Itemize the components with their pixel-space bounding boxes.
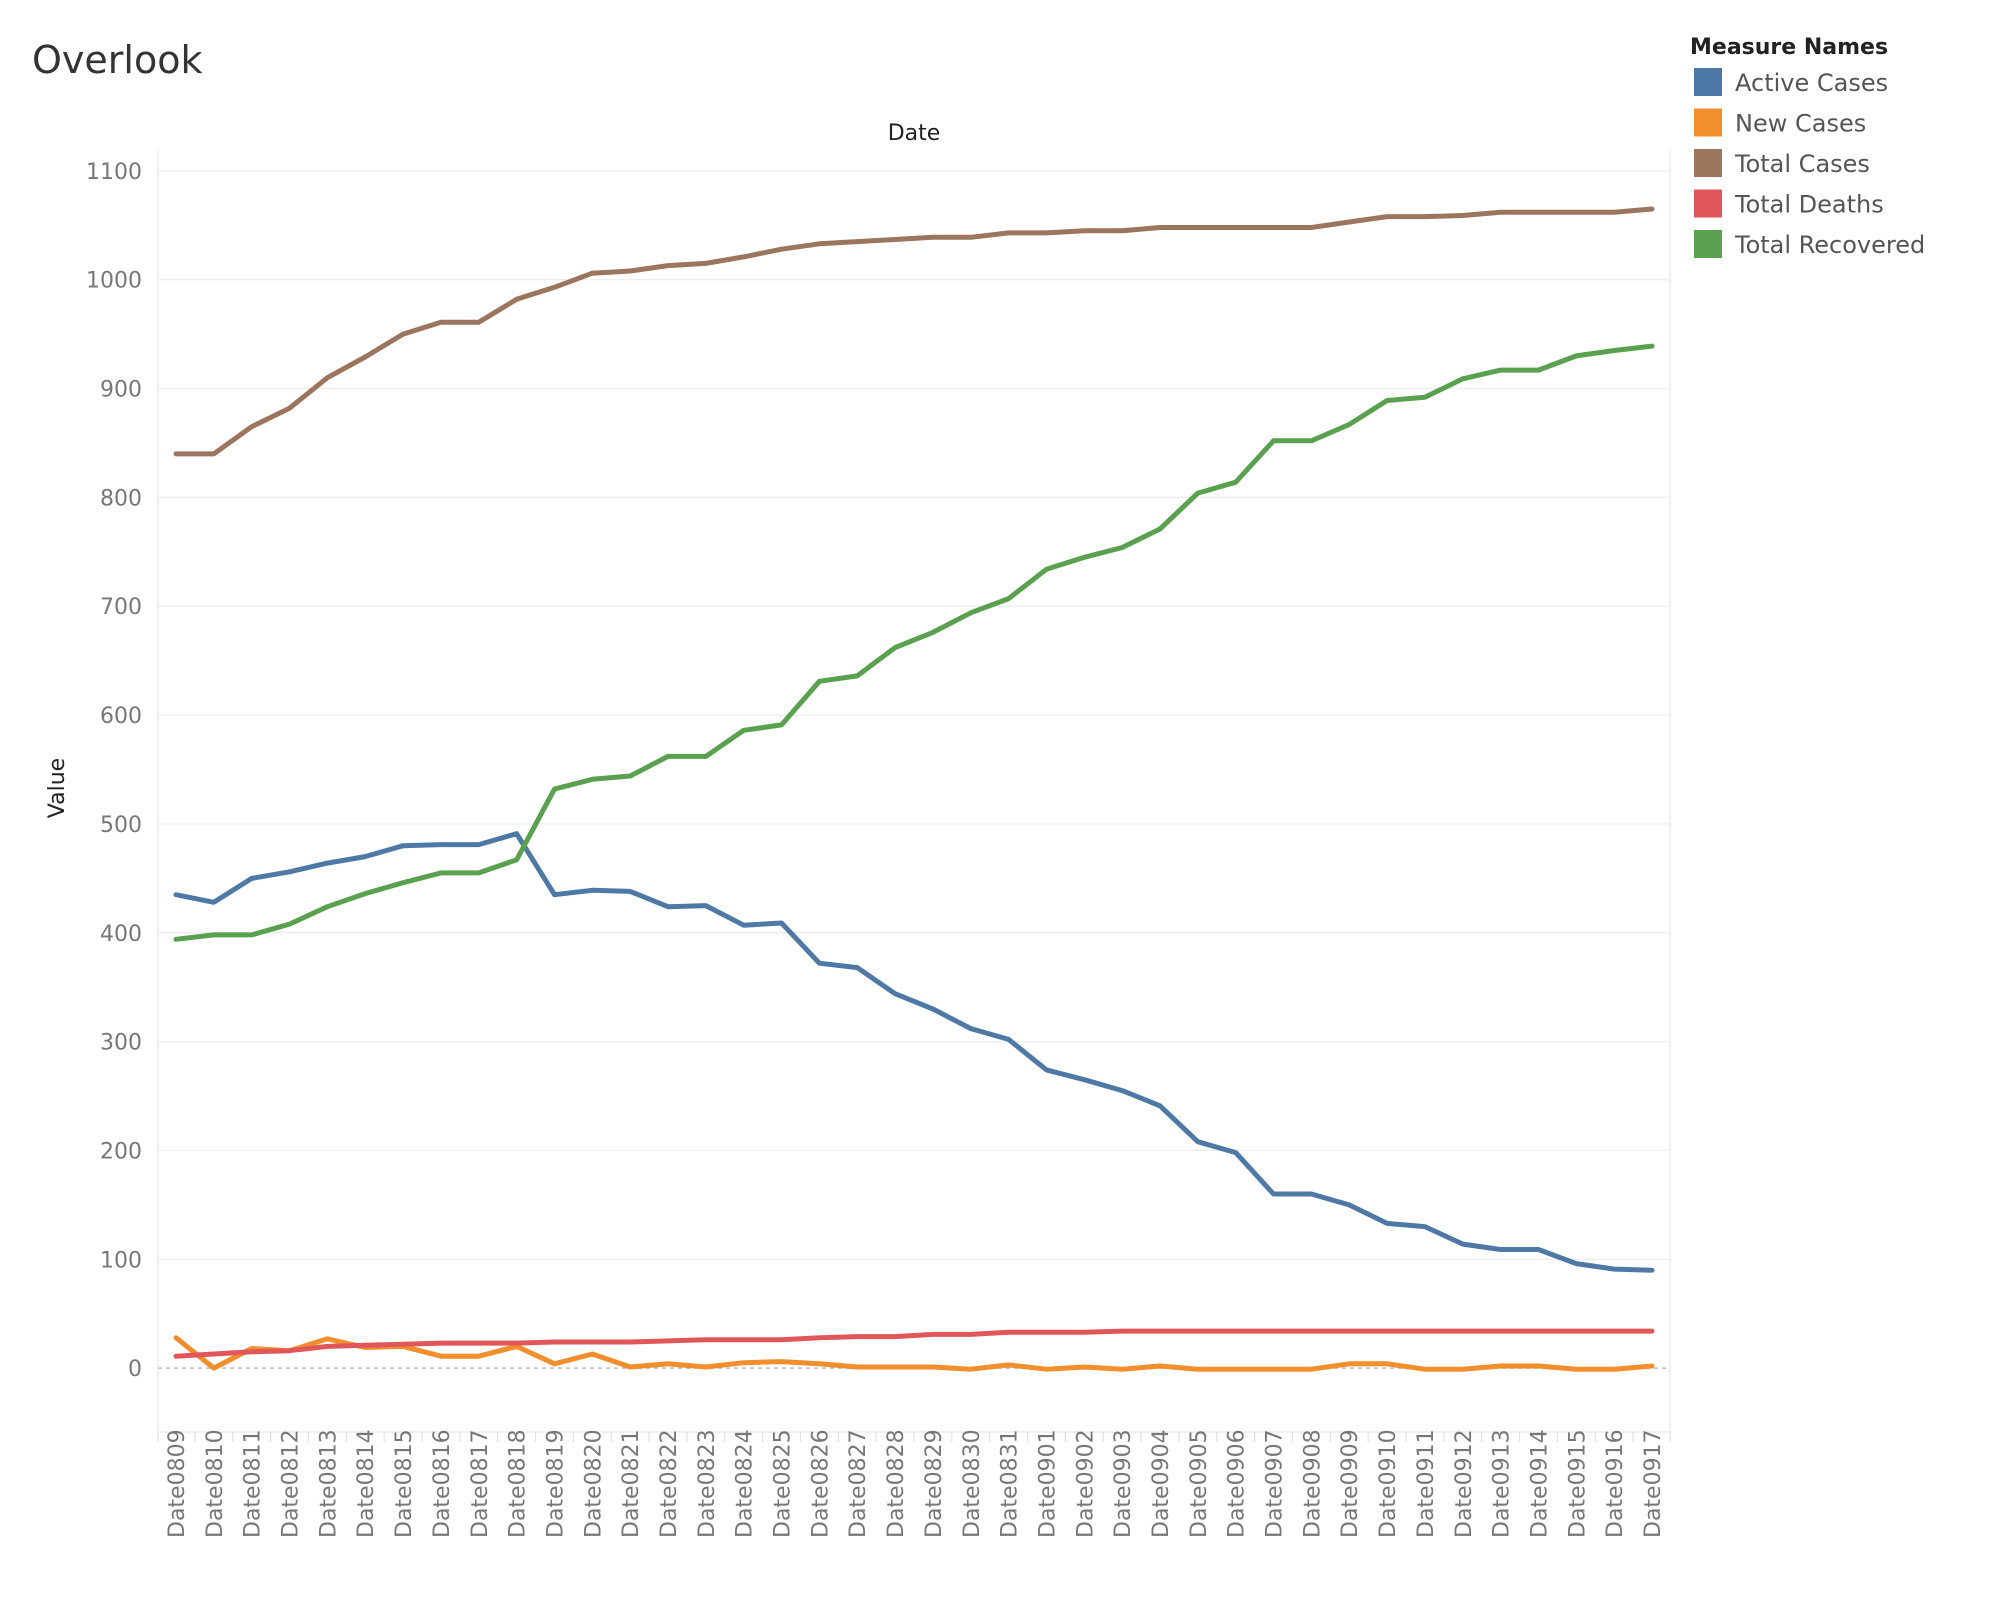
x-tick-label: Date0819 xyxy=(543,1429,568,1538)
y-tick-label: 600 xyxy=(100,704,142,729)
chart-title: Overlook xyxy=(32,38,203,82)
y-tick-label: 200 xyxy=(100,1139,142,1164)
x-tick-label: Date0823 xyxy=(695,1429,720,1538)
axis-layer: 0 100 200 300 400 500 600 700 800 900 1000 1100 Date… xyxy=(45,121,1671,1538)
y-tick-label: 900 xyxy=(100,378,142,403)
x-tick-label: Date0909 xyxy=(1338,1429,1363,1538)
x-tick-label: Date0915 xyxy=(1565,1429,1590,1538)
x-tick-label: Date0908 xyxy=(1300,1429,1325,1538)
x-tick-label: Date0813 xyxy=(316,1429,341,1538)
x-tick-label: Date0825 xyxy=(771,1429,796,1538)
grid-layer xyxy=(157,150,1671,1433)
legend-swatch xyxy=(1694,68,1722,96)
x-tick-label: Date0815 xyxy=(392,1429,417,1538)
y-axis-title: Value xyxy=(45,758,70,818)
legend-layer: Measure Names Active Cases New Cases Total … xyxy=(1690,35,1925,259)
x-tick-label: Date0830 xyxy=(960,1429,985,1538)
y-tick-label: 500 xyxy=(100,813,142,838)
legend-label: Total Deaths xyxy=(1734,191,1884,219)
x-axis-title: Date xyxy=(888,121,941,146)
series-line-active-cases xyxy=(173,831,1655,1273)
legend-swatch xyxy=(1694,230,1722,258)
legend-label: Active Cases xyxy=(1735,69,1888,97)
x-tick-label: Date0905 xyxy=(1187,1429,1212,1538)
legend-swatch xyxy=(1694,149,1722,177)
x-tick-label: Date0917 xyxy=(1641,1429,1666,1538)
x-tick-label: Date0820 xyxy=(581,1429,606,1538)
x-tick-label: Date0814 xyxy=(354,1429,379,1538)
x-tick-label: Date0904 xyxy=(1149,1429,1174,1538)
legend-label: Total Recovered xyxy=(1734,231,1925,259)
x-tick-label: Date0914 xyxy=(1527,1429,1552,1538)
y-tick-label: 1000 xyxy=(86,269,142,294)
x-tick-label: Date0827 xyxy=(846,1429,871,1538)
y-tick-label: 1100 xyxy=(86,160,142,185)
y-tick-label: 800 xyxy=(100,486,142,511)
x-tick-label: Date0903 xyxy=(1111,1429,1136,1538)
x-tick-label: Date0809 xyxy=(165,1429,190,1538)
legend-label: New Cases xyxy=(1735,110,1866,138)
x-tick-label: Date0810 xyxy=(203,1429,228,1538)
legend-label: Total Cases xyxy=(1734,150,1870,178)
series-line-total-cases xyxy=(173,206,1655,457)
x-tick-label: Date0829 xyxy=(922,1429,947,1538)
y-tick-label: 300 xyxy=(100,1031,142,1056)
x-tick-label: Date0826 xyxy=(808,1429,833,1538)
y-tick-label: 0 xyxy=(128,1357,142,1382)
x-tick-label: Date0821 xyxy=(619,1429,644,1538)
x-tick-label: Date0907 xyxy=(1263,1429,1288,1538)
series-layer xyxy=(173,206,1655,1372)
x-tick-label: Date0901 xyxy=(1035,1429,1060,1538)
x-tick-label: Date0906 xyxy=(1225,1429,1250,1538)
x-tick-label: Date0912 xyxy=(1452,1429,1477,1538)
y-tick-label: 400 xyxy=(100,922,142,947)
x-tick-label: Date0911 xyxy=(1414,1429,1439,1538)
x-tick-label: Date0828 xyxy=(884,1429,909,1538)
x-tick-label: Date0910 xyxy=(1376,1429,1401,1538)
legend-swatch xyxy=(1694,108,1722,137)
x-tick-label: Date0811 xyxy=(241,1429,266,1538)
y-tick-label: 700 xyxy=(100,595,142,620)
series-line-total-recovered xyxy=(173,343,1655,942)
x-tick-label: Date0822 xyxy=(657,1429,682,1538)
x-tick-label: Date0824 xyxy=(733,1429,758,1538)
x-tick-label: Date0816 xyxy=(430,1429,455,1538)
legend-swatch xyxy=(1694,189,1722,218)
legend-title: Measure Names xyxy=(1690,35,1888,60)
series-line-new-cases xyxy=(173,1335,1655,1372)
x-tick-label: Date0916 xyxy=(1603,1429,1628,1538)
x-tick-label: Date0818 xyxy=(506,1429,531,1538)
y-tick-label: 100 xyxy=(100,1248,142,1273)
x-tick-label: Date0812 xyxy=(279,1429,304,1538)
x-tick-label: Date0913 xyxy=(1490,1429,1515,1538)
x-tick-label: Date0831 xyxy=(998,1429,1023,1538)
series-line-total-deaths xyxy=(173,1328,1655,1359)
x-tick-label: Date0817 xyxy=(468,1429,493,1538)
x-tick-label: Date0902 xyxy=(1073,1429,1098,1538)
